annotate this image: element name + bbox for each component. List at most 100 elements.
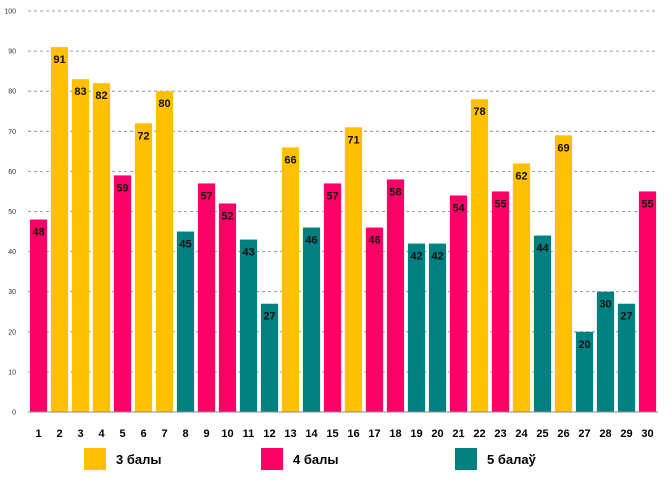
bar-7 — [155, 91, 174, 412]
legend-swatch-5 — [455, 448, 477, 470]
x-tick-label: 2 — [56, 428, 62, 440]
x-tick-label: 24 — [515, 428, 528, 440]
x-tick-label: 10 — [221, 428, 233, 440]
x-tick-label: 14 — [305, 428, 318, 440]
x-tick-label: 29 — [620, 428, 632, 440]
x-tick-label: 20 — [431, 428, 443, 440]
data-label-23: 55 — [494, 198, 506, 210]
data-label-19: 42 — [410, 251, 422, 263]
y-tick-label: 100 — [4, 9, 16, 16]
bar-5 — [113, 175, 132, 412]
x-tick-label: 5 — [119, 428, 125, 440]
bar-3 — [71, 79, 90, 413]
x-tick-label: 11 — [243, 428, 255, 440]
x-tick-label: 26 — [557, 428, 569, 440]
bar-13 — [281, 147, 300, 412]
data-label-10: 52 — [221, 210, 233, 222]
data-label-2: 91 — [53, 54, 65, 66]
bar-15 — [323, 183, 342, 412]
data-label-12: 27 — [263, 311, 275, 323]
x-tick-label: 6 — [140, 428, 146, 440]
legend-item-4: 4 балы — [261, 448, 338, 470]
data-label-15: 57 — [326, 190, 338, 202]
data-label-11: 43 — [242, 247, 254, 259]
x-tick-label: 27 — [578, 428, 590, 440]
legend-item-3: 3 балы — [84, 448, 161, 470]
x-tick-label: 8 — [182, 428, 188, 440]
data-label-18: 58 — [389, 186, 401, 198]
data-label-17: 46 — [368, 235, 380, 247]
bar-1 — [29, 219, 48, 412]
data-label-13: 66 — [284, 154, 296, 166]
data-label-5: 59 — [116, 182, 128, 194]
data-label-29: 27 — [620, 311, 632, 323]
bar-20 — [428, 243, 447, 412]
x-tick-label: 22 — [473, 428, 485, 440]
y-tick-label: 30 — [8, 289, 16, 296]
bar-26 — [554, 135, 573, 412]
data-label-3: 83 — [74, 86, 86, 98]
bar-23 — [491, 191, 510, 412]
data-label-30: 55 — [641, 198, 653, 210]
y-tick-label: 10 — [8, 369, 16, 376]
bar-14 — [302, 227, 321, 412]
bar-19 — [407, 243, 426, 412]
data-label-22: 78 — [473, 106, 485, 118]
x-tick-label: 18 — [389, 428, 401, 440]
data-label-27: 20 — [578, 339, 590, 351]
y-tick-label: 0 — [12, 410, 16, 417]
bar-25 — [533, 235, 552, 412]
legend-swatch-4 — [261, 448, 283, 470]
data-label-25: 44 — [536, 243, 549, 255]
bar-11 — [239, 239, 258, 412]
bar-29 — [617, 303, 636, 412]
bar-12 — [260, 303, 279, 412]
x-tick-label: 21 — [452, 428, 464, 440]
data-label-9: 57 — [200, 190, 212, 202]
x-axis-ticks: 1 2 3 4 5 6 7 8 9 10 11 12 13 14 15 16 17 18 19 20 21 22 23 24 2… — [35, 428, 653, 440]
legend: 3 балы 4 балы 5 балаў — [0, 448, 669, 474]
y-tick-label: 40 — [8, 249, 16, 256]
legend-label-5: 5 балаў — [487, 451, 536, 467]
data-label-21: 54 — [452, 202, 465, 214]
bar-8 — [176, 231, 195, 412]
x-tick-label: 16 — [347, 428, 359, 440]
x-tick-label: 25 — [536, 428, 548, 440]
data-label-14: 46 — [305, 235, 317, 247]
x-tick-label: 19 — [410, 428, 422, 440]
bar-2 — [50, 47, 69, 413]
y-tick-label: 20 — [8, 329, 16, 336]
data-label-24: 62 — [515, 170, 527, 182]
y-tick-label: 50 — [8, 209, 16, 216]
x-tick-label: 28 — [599, 428, 611, 440]
x-tick-label: 9 — [203, 428, 209, 440]
x-tick-label: 1 — [35, 428, 41, 440]
data-labels: 48 91 83 82 59 72 80 45 57 52 43 27 66 46 57 71 46 58 42 42… — [32, 54, 653, 351]
bar-10 — [218, 203, 237, 412]
bars — [29, 47, 657, 413]
bar-18 — [386, 179, 405, 412]
bar-27 — [575, 331, 594, 412]
y-tick-label: 80 — [8, 89, 16, 96]
bar-22 — [470, 99, 489, 412]
legend-label-4: 4 балы — [293, 451, 339, 467]
bar-4 — [92, 83, 111, 413]
data-label-1: 48 — [32, 227, 44, 239]
data-label-6: 72 — [137, 130, 149, 142]
bar-6 — [134, 123, 153, 412]
x-tick-label: 30 — [641, 428, 653, 440]
bar-17 — [365, 227, 384, 412]
legend-label-3: 3 балы — [116, 451, 162, 467]
data-label-4: 82 — [95, 90, 107, 102]
legend-item-5: 5 балаў — [455, 448, 536, 470]
data-label-8: 45 — [179, 239, 191, 251]
y-axis-ticks: 0 10 20 30 40 50 60 70 80 90 100 — [4, 9, 16, 417]
y-tick-label: 70 — [8, 129, 16, 136]
x-tick-label: 12 — [263, 428, 275, 440]
bar-24 — [512, 163, 531, 412]
x-tick-label: 3 — [77, 428, 83, 440]
x-tick-label: 23 — [494, 428, 506, 440]
data-label-16: 71 — [347, 134, 359, 146]
bar-30 — [638, 191, 657, 412]
